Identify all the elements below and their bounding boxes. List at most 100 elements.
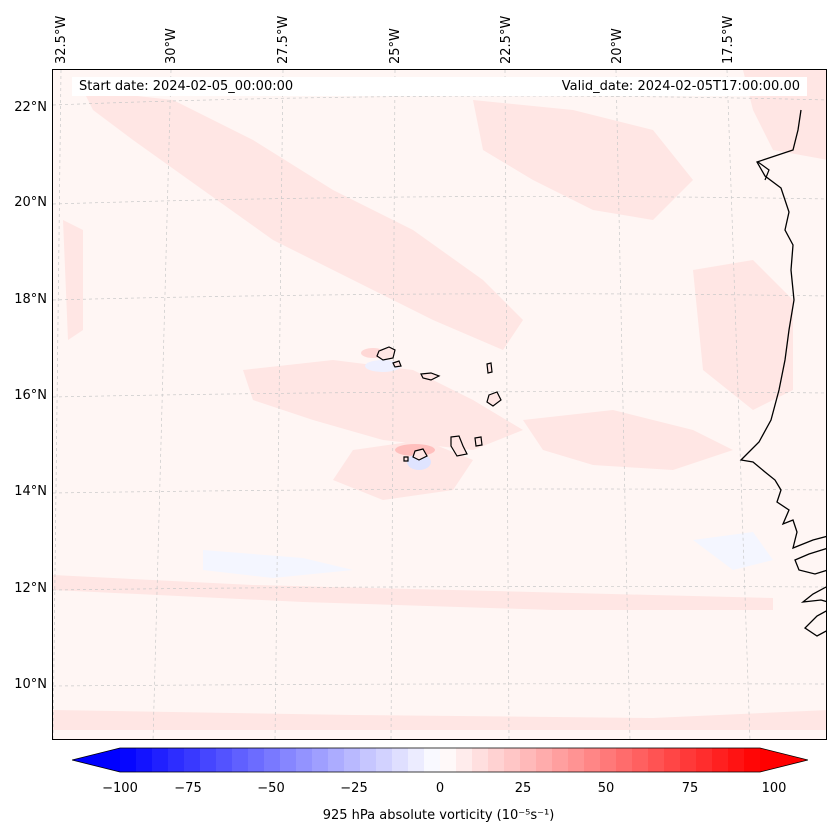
colorbar-cell bbox=[552, 748, 569, 772]
colorbar-tick-neg100: −100 bbox=[102, 781, 138, 796]
colorbar-cell bbox=[680, 748, 697, 772]
lon-label-20w: 20°W bbox=[610, 28, 625, 64]
colorbar-cell bbox=[312, 748, 329, 772]
lat-label-20n: 20°N bbox=[14, 195, 47, 210]
colorbar-cell bbox=[600, 748, 617, 772]
vorticity-negative-patch bbox=[365, 360, 401, 372]
colorbar-tick-50: 50 bbox=[597, 781, 615, 796]
colorbar-cells bbox=[72, 748, 808, 772]
colorbar-cell bbox=[568, 748, 585, 772]
island-boa-vista bbox=[486, 391, 502, 407]
colorbar-cell bbox=[184, 748, 201, 772]
cape-verde-islands bbox=[376, 346, 502, 462]
valid-date-label: Valid_date: 2024-02-05T17:00:00.00 bbox=[561, 79, 800, 94]
start-date-label: Start date: 2024-02-05_00:00:00 bbox=[79, 79, 294, 94]
colorbar-cell bbox=[712, 748, 729, 772]
colorbar-cell bbox=[280, 748, 297, 772]
colorbar-cell bbox=[472, 748, 489, 772]
colorbar-cell bbox=[136, 748, 153, 772]
vorticity-positive-patch bbox=[243, 360, 523, 450]
coast-detail bbox=[757, 161, 770, 181]
vorticity-positive-patch bbox=[83, 90, 523, 350]
vorticity-map[interactable] bbox=[52, 69, 827, 740]
lat-label-14n: 14°N bbox=[14, 484, 47, 499]
vorticity-negative-patch bbox=[407, 454, 431, 470]
lat-label-16n: 16°N bbox=[14, 388, 47, 403]
colorbar-extend-min bbox=[72, 748, 120, 772]
colorbar-cell bbox=[424, 748, 441, 772]
colorbar-tick-25: 25 bbox=[514, 781, 532, 796]
african-coastline bbox=[739, 109, 826, 637]
lon-label-25w: 25°W bbox=[388, 28, 403, 64]
vorticity-positive-patch bbox=[63, 220, 83, 340]
colorbar-cell bbox=[152, 748, 169, 772]
colorbar-cell bbox=[344, 748, 361, 772]
colorbar-cell bbox=[584, 748, 601, 772]
colorbar-cell bbox=[408, 748, 425, 772]
colorbar-cell bbox=[328, 748, 345, 772]
island-santiago bbox=[450, 435, 468, 457]
colorbar-tick-neg75: −75 bbox=[174, 781, 202, 796]
lon-label-30w: 30°W bbox=[164, 28, 179, 64]
island-maio bbox=[474, 436, 483, 447]
lon-label-17-5w: 17.5°W bbox=[721, 15, 736, 64]
colorbar-cell bbox=[616, 748, 633, 772]
graticule bbox=[53, 70, 826, 739]
lon-label-27-5w: 27.5°W bbox=[276, 15, 291, 64]
colorbar-cell bbox=[728, 748, 745, 772]
colorbar-cell bbox=[200, 748, 217, 772]
lat-label-18n: 18°N bbox=[14, 292, 47, 307]
colorbar-cell bbox=[296, 748, 313, 772]
colorbar-cell bbox=[520, 748, 537, 772]
colorbar-cell bbox=[232, 748, 249, 772]
colorbar-cell bbox=[264, 748, 281, 772]
colorbar-cell bbox=[696, 748, 713, 772]
vorticity-positive-patch bbox=[53, 710, 826, 730]
island-santo-antao bbox=[376, 346, 396, 361]
colorbar-tick-neg25: −25 bbox=[340, 781, 368, 796]
colorbar-cell bbox=[392, 748, 409, 772]
colorbar-extend-max bbox=[760, 748, 808, 772]
colorbar-cell bbox=[504, 748, 521, 772]
colorbar-cell bbox=[744, 748, 761, 772]
colorbar-cell bbox=[440, 748, 457, 772]
vorticity-positive-patch bbox=[333, 440, 473, 500]
colorbar-cell bbox=[120, 748, 137, 772]
lat-label-12n: 12°N bbox=[14, 581, 47, 596]
island-sal bbox=[486, 362, 493, 374]
colorbar-cell bbox=[664, 748, 681, 772]
vorticity-positive-patch bbox=[473, 100, 693, 220]
colorbar-cell bbox=[648, 748, 665, 772]
lat-label-10n: 10°N bbox=[14, 677, 47, 692]
colorbar-cell bbox=[376, 748, 393, 772]
map-canvas bbox=[53, 70, 826, 739]
colorbar-outline bbox=[72, 747, 808, 773]
island-sao-nicolau bbox=[420, 372, 441, 381]
colorbar-cell bbox=[456, 748, 473, 772]
lon-label-22-5w: 22.5°W bbox=[499, 15, 514, 64]
vorticity-negative-patch bbox=[203, 550, 353, 578]
colorbar-cell bbox=[488, 748, 505, 772]
colorbar-tick-75: 75 bbox=[681, 781, 699, 796]
colorbar-cell bbox=[248, 748, 265, 772]
colorbar-tick-0: 0 bbox=[435, 781, 445, 796]
island-fogo bbox=[412, 448, 428, 461]
colorbar bbox=[72, 747, 808, 773]
lat-label-22n: 22°N bbox=[14, 100, 47, 115]
lon-label-32-5w: 32.5°W bbox=[54, 15, 69, 64]
colorbar-cell bbox=[632, 748, 649, 772]
island-brava bbox=[403, 456, 409, 462]
colorbar-cell bbox=[168, 748, 185, 772]
vorticity-negative-patch bbox=[693, 532, 773, 570]
vorticity-positive-patch bbox=[53, 575, 773, 610]
colorbar-cell bbox=[216, 748, 233, 772]
colorbar-title: 925 hPa absolute vorticity (10⁻⁵s⁻¹) bbox=[322, 808, 555, 823]
vorticity-positive-patch bbox=[523, 410, 733, 470]
colorbar-cell bbox=[536, 748, 553, 772]
date-info-strip bbox=[72, 77, 807, 96]
colorbar-cell bbox=[360, 748, 377, 772]
colorbar-tick-neg50: −50 bbox=[257, 781, 285, 796]
colorbar-tick-100: 100 bbox=[761, 781, 787, 796]
vorticity-positive-patch bbox=[693, 260, 793, 410]
island-sao-vicente bbox=[392, 360, 402, 368]
